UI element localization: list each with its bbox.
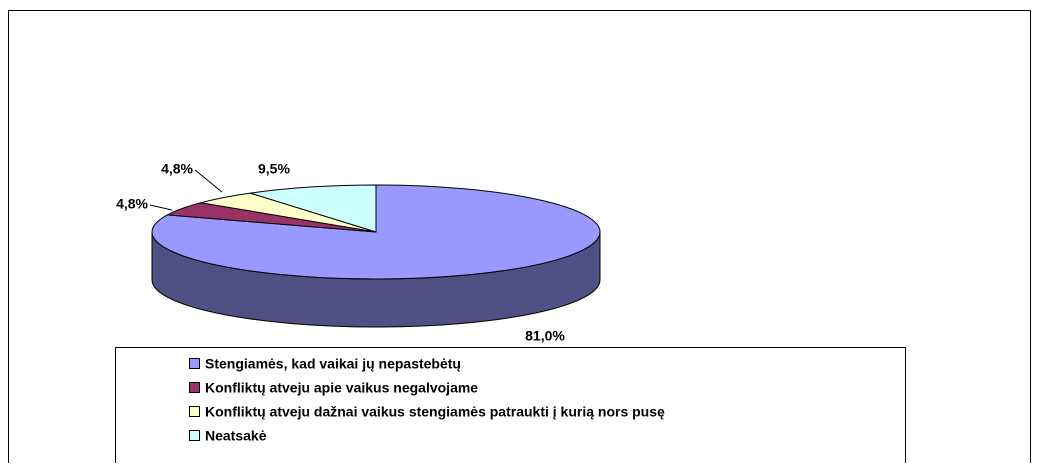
legend-label: Neatsakė: [205, 428, 267, 444]
leader-line: [194, 169, 223, 193]
frame: [8, 10, 1031, 463]
data-label: 4,8%: [116, 196, 148, 212]
data-label: 81,0%: [525, 328, 565, 344]
data-label: 4,8%: [161, 161, 193, 177]
legend-label: Konfliktų atveju apie vaikus negalvojame: [205, 380, 478, 396]
legend-swatch: [189, 382, 200, 393]
legend-label: Stengiamės, kad vaikai jų nepastebėtų: [205, 356, 461, 372]
legend-box: [115, 347, 906, 468]
leader-line: [149, 204, 173, 211]
legend-label: Konfliktų atveju dažnai vaikus stengiamė…: [205, 404, 665, 420]
pie-slice: [250, 184, 377, 233]
legend-swatch: [189, 430, 200, 441]
data-label: 9,5%: [258, 161, 290, 177]
legend-swatch: [189, 406, 200, 417]
legend-swatch: [189, 358, 200, 369]
